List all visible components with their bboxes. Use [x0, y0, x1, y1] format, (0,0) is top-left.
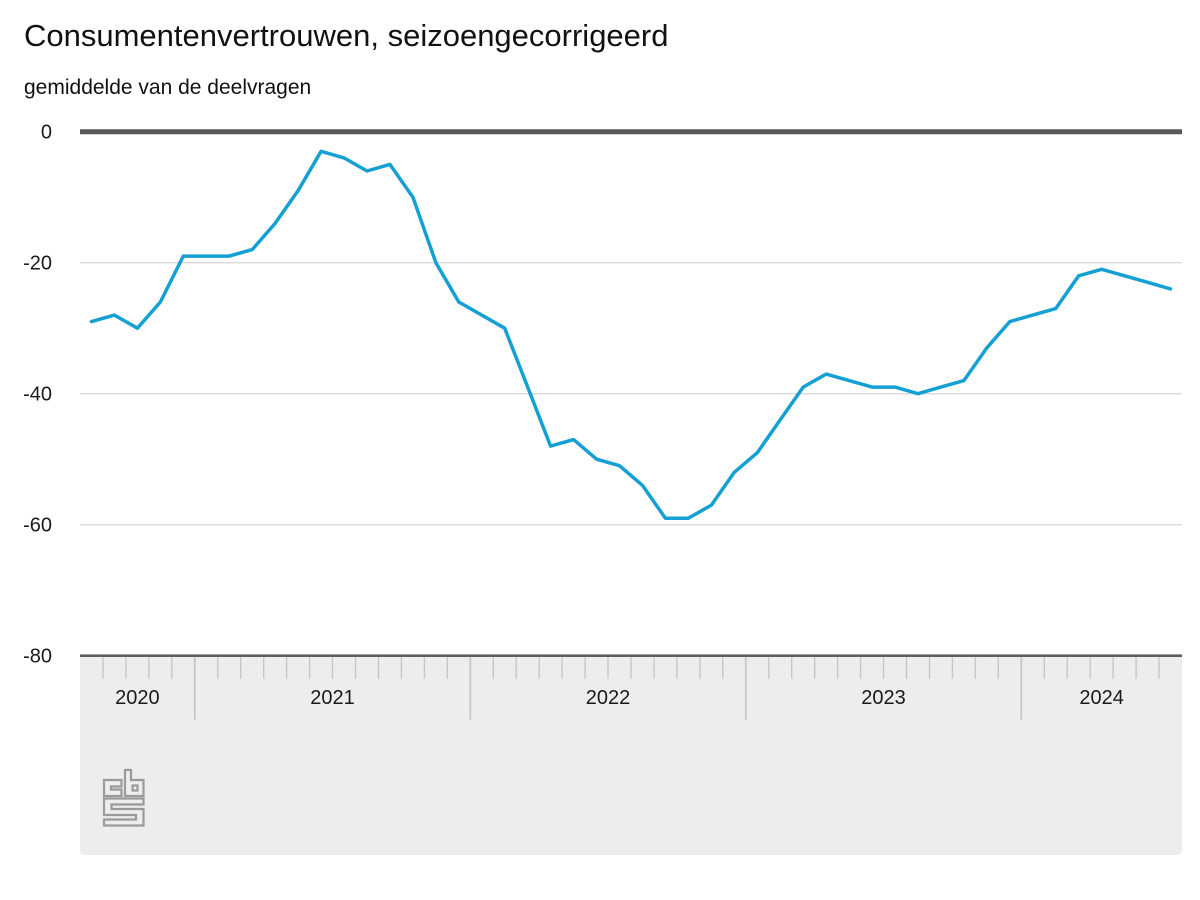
y-tick-label: -40: [23, 384, 52, 406]
year-label: 2021: [310, 687, 355, 709]
cbs-logo-glyph: [102, 797, 145, 827]
data-line-consumentenvertrouwen: [89, 149, 1173, 520]
y-tick-label: -80: [23, 646, 52, 668]
year-label: 2020: [115, 687, 160, 709]
y-tick-label: 0: [41, 122, 52, 144]
x-axis-band: [80, 655, 1182, 855]
y-tick-label: -20: [23, 253, 52, 275]
y-tick-label: -60: [23, 515, 52, 537]
page-title: Consumentenvertrouwen, seizoengecorrigee…: [24, 18, 669, 53]
year-label: 2022: [586, 687, 631, 709]
chart-subtitle: gemiddelde van de deelvragen: [24, 76, 312, 99]
year-label: 2024: [1079, 687, 1124, 709]
cbs-logo-glyph: [102, 778, 123, 798]
year-label: 2023: [861, 687, 906, 709]
cbs-logo-icon: [102, 768, 145, 827]
cbs-logo-glyph: [123, 768, 145, 798]
